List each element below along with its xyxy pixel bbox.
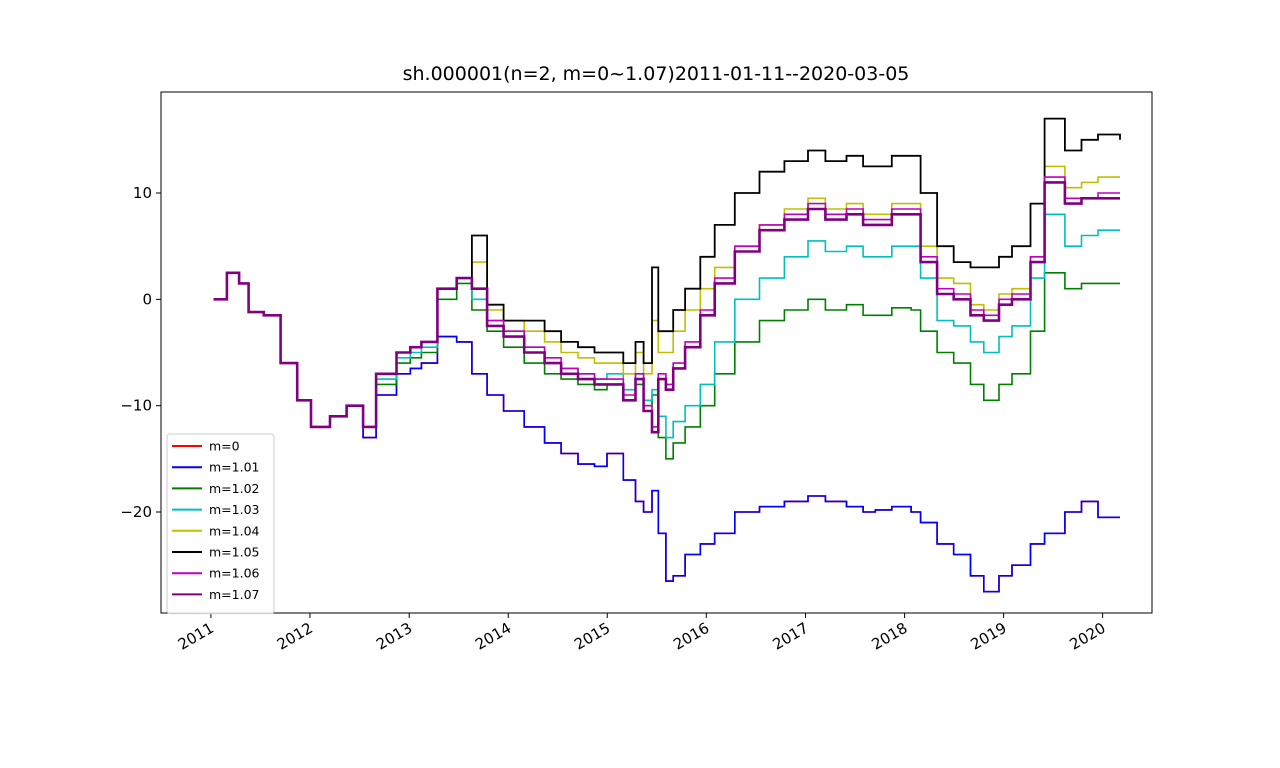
legend-label-6: m=1.06 (209, 566, 260, 581)
legend-box (166, 433, 275, 615)
plot-area (161, 92, 1152, 613)
legend-label-3: m=1.03 (209, 502, 259, 517)
legend-label-2: m=1.02 (209, 481, 259, 496)
y-tick-label-0: −20 (120, 503, 152, 521)
legend-label-4: m=1.04 (209, 523, 260, 538)
y-axis: −20 −10 0 10 (120, 184, 161, 521)
legend-label-7: m=1.07 (209, 587, 259, 602)
y-tick-label-2: 0 (142, 290, 152, 308)
y-tick-label-1: −10 (120, 397, 152, 415)
legend-label-5: m=1.05 (209, 545, 259, 560)
legend: m=0 m=1.01 m=1.02 m=1.03 m=1.04 m=1.05 m=1.06 m… (166, 433, 275, 615)
series-layer (213, 117, 1121, 593)
legend-label-1: m=1.01 (209, 460, 259, 475)
y-tick-label-3: 10 (133, 184, 152, 202)
legend-label-0: m=0 (209, 439, 240, 454)
plot-frame (160, 91, 1153, 614)
series-line-7 (213, 181, 1120, 434)
chart-title: sh.000001(n=2, m=0~1.07)2011-01-11--2020… (403, 63, 910, 85)
